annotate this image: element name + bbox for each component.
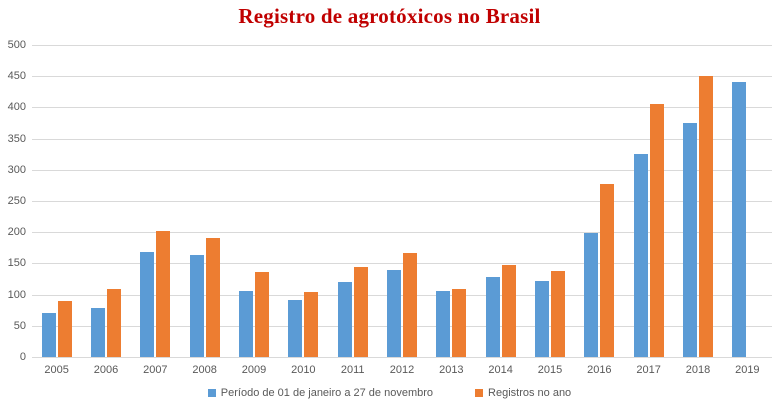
x-axis-tick-label: 2011 <box>340 364 365 376</box>
x-axis-tick-label: 2007 <box>143 364 168 376</box>
bar-2009-jan-nov <box>239 290 253 357</box>
gridline <box>32 325 772 327</box>
y-axis-tick-label: 100 <box>7 288 26 301</box>
y-axis-tick-label: 500 <box>7 39 26 51</box>
x-axis-tick-label: 2018 <box>685 364 711 376</box>
bar-2014-ano <box>501 264 516 357</box>
legend-swatch-orange-icon <box>475 389 484 397</box>
y-axis-tick-label: 50 <box>13 319 26 332</box>
bar-2010-ano <box>304 292 319 357</box>
legend-item-registros-ano: Registros no ano <box>475 387 571 399</box>
y-axis-tick-label: 250 <box>7 195 26 207</box>
bar-2008-jan-nov <box>189 254 204 357</box>
gridline <box>32 357 772 358</box>
bar-2011-ano <box>353 267 368 357</box>
bar-2016-jan-nov <box>584 233 599 357</box>
bar-2006-ano <box>107 288 121 357</box>
legend-swatch-blue-icon <box>207 389 216 397</box>
bar-2018-jan-nov <box>683 123 697 357</box>
bar-2014-jan-nov <box>485 277 500 357</box>
y-axis-tick-label: 300 <box>7 163 26 176</box>
x-axis-tick-label: 2006 <box>93 364 119 376</box>
bar-2012-jan-nov <box>387 269 401 357</box>
bar-2015-ano <box>551 270 565 357</box>
gridline <box>32 169 772 171</box>
bar-2005-ano <box>57 300 72 357</box>
bar-2017-ano <box>649 104 664 357</box>
x-axis-tick-label: 2008 <box>192 364 217 376</box>
x-axis-tick-label: 2019 <box>735 364 760 376</box>
gridline <box>32 107 772 109</box>
y-axis-tick-label: 200 <box>7 226 26 239</box>
bar-2007-jan-nov <box>140 251 155 357</box>
gridline <box>32 138 772 140</box>
chart-title: Registro de agrotóxicos no Brasil <box>238 4 541 28</box>
legend-label-registros-ano: Registros no ano <box>488 387 572 399</box>
bar-2016-ano <box>600 184 615 357</box>
legend-item-jan-nov: Período de 01 de janeiro a 27 de novembr… <box>207 387 434 399</box>
y-axis-tick-label: 450 <box>7 70 26 83</box>
x-axis-tick-label: 2012 <box>389 364 415 376</box>
x-axis-tick-label: 2013 <box>439 364 464 376</box>
bar-2012-ano <box>403 252 417 357</box>
x-axis-tick-label: 2005 <box>44 364 69 376</box>
gridline <box>32 76 772 78</box>
bar-2017-jan-nov <box>633 154 648 357</box>
bar-2013-jan-nov <box>436 291 451 357</box>
y-axis-tick-label: 350 <box>7 132 26 145</box>
gridline <box>32 263 772 265</box>
x-axis-tick-label: 2016 <box>587 364 612 376</box>
x-axis-tick-label: 2014 <box>488 364 513 376</box>
y-axis-tick-label: 400 <box>7 101 26 114</box>
gridline <box>32 232 772 234</box>
bar-2010-jan-nov <box>288 299 303 357</box>
legend: Período de 01 de janeiro a 27 de novembr… <box>0 387 779 399</box>
x-axis-tick-label: 2017 <box>636 364 661 376</box>
y-axis-tick-label: 150 <box>7 257 26 270</box>
bar-2007-ano <box>156 230 171 357</box>
gridline <box>32 294 772 296</box>
bar-2006-jan-nov <box>91 308 105 357</box>
bar-2009-ano <box>255 272 269 357</box>
bar-2008-ano <box>205 238 220 357</box>
x-axis-tick-label: 2009 <box>241 364 267 376</box>
bar-2015-jan-nov <box>535 280 549 357</box>
plot-area <box>32 45 772 358</box>
gridline <box>32 45 772 46</box>
bar-2019-jan-nov <box>732 82 747 357</box>
y-axis-tick-label: 0 <box>19 351 26 363</box>
x-axis-tick-label: 2015 <box>537 364 563 376</box>
bar-2013-ano <box>452 288 467 357</box>
gridline <box>32 201 772 202</box>
bar-2011-jan-nov <box>337 282 352 357</box>
x-axis-tick-label: 2010 <box>291 364 316 376</box>
legend-label-jan-nov: Período de 01 de janeiro a 27 de novembr… <box>220 387 434 399</box>
bar-2005-jan-nov <box>41 313 56 357</box>
bar-2018-ano <box>699 76 713 357</box>
